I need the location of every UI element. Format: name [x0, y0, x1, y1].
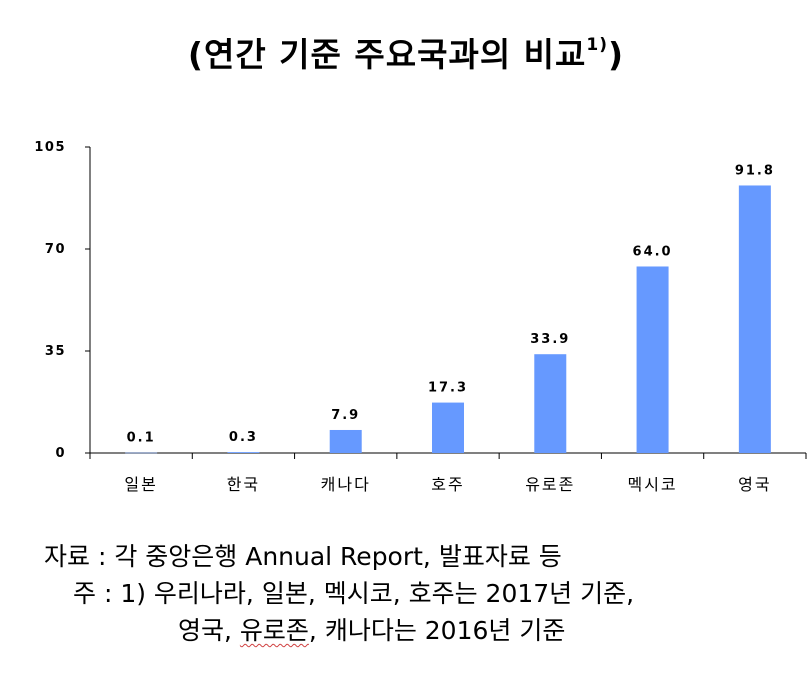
- bar-4: [432, 402, 464, 453]
- data-label-5: 33.9: [530, 332, 570, 347]
- chart-axes: 0 35 70 105: [34, 140, 807, 461]
- chart-title-close: ): [608, 35, 625, 74]
- bar-7: [738, 185, 771, 453]
- data-label-1: 0.1: [127, 431, 156, 446]
- bar-5: [534, 354, 567, 453]
- chart-labels: 0.1 일본 0.3 한국 7.9 캐나다 17.3 호주 33.9 유로존 64.0 멕시코 91.8…: [124, 163, 775, 494]
- y-tick-label: 0: [55, 446, 66, 461]
- category-label-2: 한국: [227, 475, 260, 494]
- bar-1: [125, 452, 158, 454]
- bar-3: [329, 429, 362, 453]
- category-label-7: 영국: [738, 475, 771, 494]
- data-label-4: 17.3: [428, 381, 468, 396]
- data-label-6: 64.0: [633, 244, 673, 259]
- footnote-2-part-c: , 캐나다는 2016년 기준: [308, 616, 566, 645]
- bar-2: [227, 452, 260, 453]
- source-note: 자료 : 각 중앙은행 Annual Report, 발표자료 등: [44, 542, 562, 571]
- chart-title-footnote-mark: 1): [586, 35, 609, 55]
- footnote-2-part-b: 유로존: [239, 616, 309, 645]
- chart-bars: [125, 185, 771, 454]
- bar-6: [636, 266, 669, 453]
- bar-chart: 0 35 70 105 0.1 일본 0.3 한국 7.9 캐나다 17.3 호주 33.9 유로존 64…: [34, 140, 807, 494]
- category-label-1: 일본: [124, 475, 157, 494]
- y-tick-label: 105: [34, 140, 66, 155]
- footnote-2: 영국, 유로존, 캐나다는 2016년 기준: [178, 611, 565, 647]
- chart-title: (연간 기준 주요국과의 비교1)): [0, 28, 812, 76]
- y-tick-label: 70: [45, 242, 66, 257]
- y-tick-label: 35: [45, 344, 66, 359]
- category-label-6: 멕시코: [627, 475, 677, 494]
- data-label-3: 7.9: [331, 408, 360, 423]
- category-label-5: 유로존: [525, 475, 575, 494]
- category-label-3: 캐나다: [321, 475, 371, 494]
- chart-title-text: (연간 기준 주요국과의 비교: [187, 35, 587, 74]
- data-label-2: 0.3: [229, 430, 258, 445]
- footnote-2-part-a: 영국,: [178, 616, 240, 645]
- category-label-4: 호주: [431, 475, 464, 494]
- footnote-1: 주 : 1) 우리나라, 일본, 멕시코, 호주는 2017년 기준,: [73, 579, 635, 608]
- data-label-7: 91.8: [735, 163, 775, 178]
